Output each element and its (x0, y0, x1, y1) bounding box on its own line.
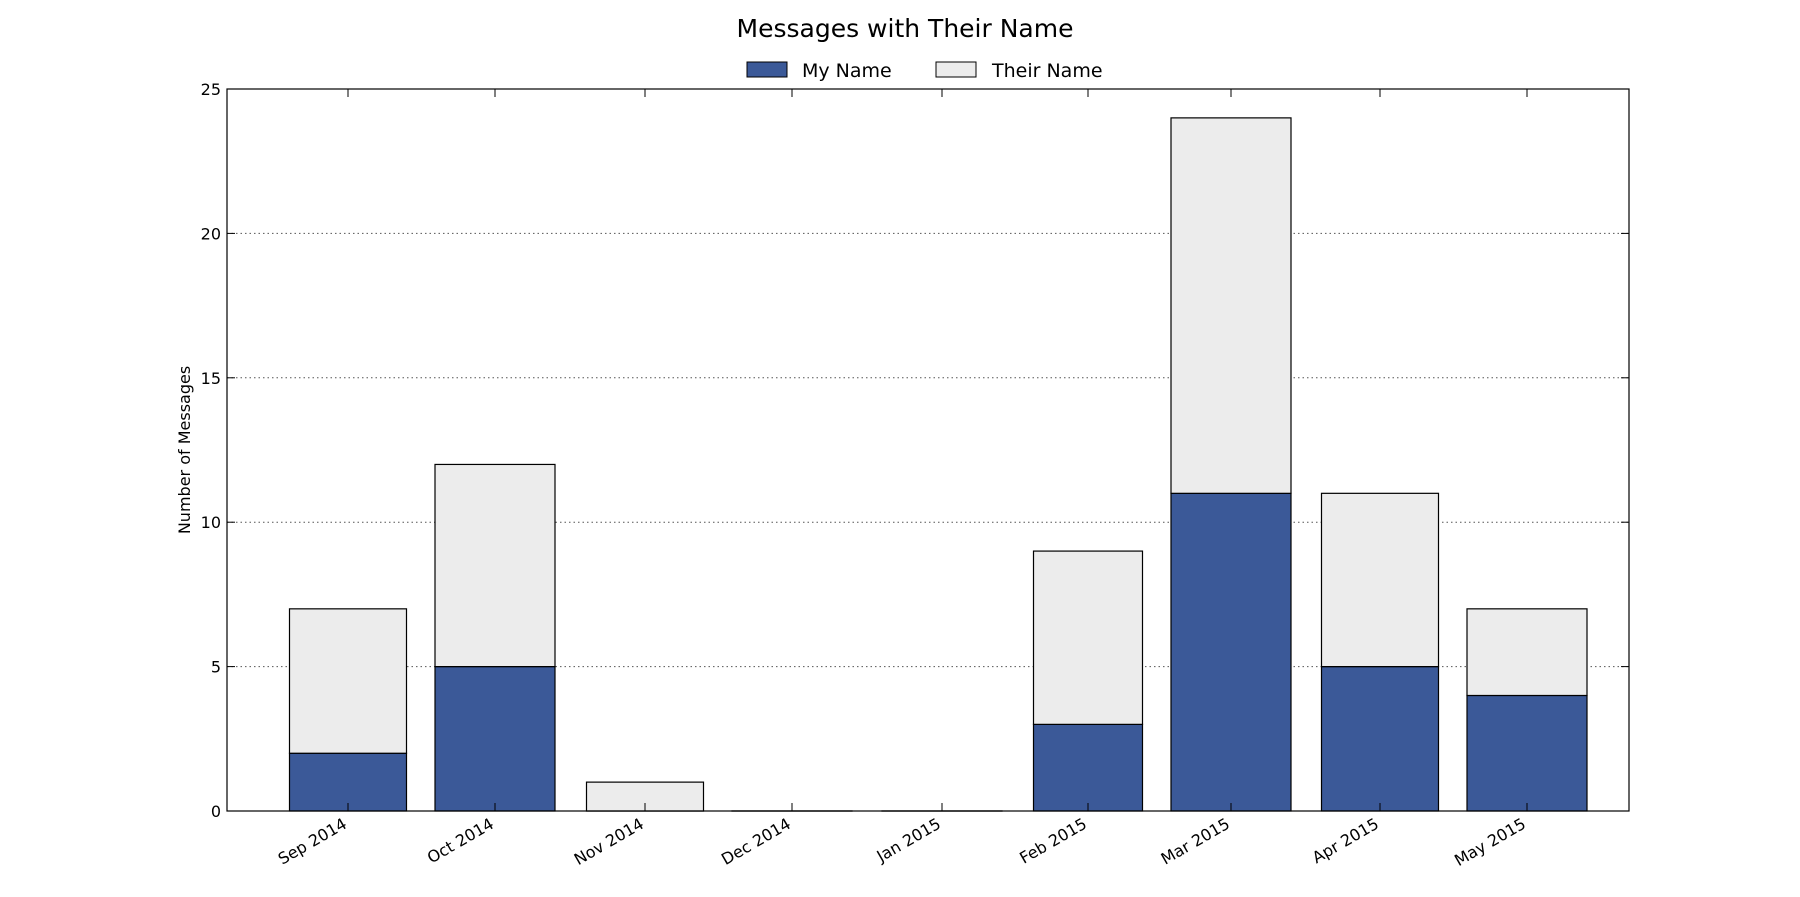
bar-my-name-9 (1466, 694, 1588, 812)
chart-title: Messages with Their Name (737, 14, 1074, 43)
y-tick-label: 25 (201, 80, 221, 99)
x-tick-label: Sep 2014 (275, 814, 350, 868)
x-tick-label: Nov 2014 (571, 814, 647, 869)
bar-my-name-7 (1170, 492, 1292, 812)
x-tick-label: Dec 2014 (718, 814, 794, 869)
bars (288, 117, 1588, 812)
bar-their-name-8 (1320, 492, 1440, 668)
bar-my-name-8 (1320, 665, 1440, 812)
y-tick-label: 10 (201, 513, 221, 532)
y-tick-label: 0 (211, 802, 221, 821)
bar-their-name-7 (1170, 117, 1292, 494)
x-tick-label: Feb 2015 (1016, 814, 1090, 868)
bar-their-name-3 (585, 781, 705, 812)
x-tick-labels: Sep 2014 Oct 2014 Nov 2014 Dec 2014 Jan 2015… (275, 814, 1529, 870)
bar-my-name-2 (434, 665, 556, 812)
bar-their-name-2 (434, 463, 556, 668)
bar-my-name-1 (288, 752, 408, 812)
bar-my-name-6 (1032, 723, 1144, 812)
bar-their-name-9 (1466, 608, 1588, 697)
y-tick-label: 5 (211, 658, 221, 677)
x-tick-label: Mar 2015 (1158, 814, 1233, 868)
legend-label-my-name: My Name (802, 60, 892, 82)
legend-swatch-their-name (935, 61, 977, 78)
legend-swatch-my-name (746, 61, 788, 78)
x-tick-label: Oct 2014 (424, 814, 497, 867)
x-tick-label: Apr 2015 (1309, 814, 1382, 867)
x-tick-label: May 2015 (1451, 814, 1529, 870)
x-tick-label: Jan 2015 (873, 814, 944, 866)
legend: My Name Their Name (746, 60, 1103, 82)
y-tick-label: 15 (201, 369, 221, 388)
y-tick-label: 20 (201, 224, 221, 243)
plot-frame (226, 88, 1630, 812)
bar-their-name-1 (288, 608, 408, 754)
bar-their-name-6 (1032, 550, 1144, 725)
ticks (227, 88, 1629, 812)
legend-label-their-name: Their Name (991, 60, 1103, 82)
y-axis-label: Number of Messages (175, 366, 194, 534)
y-tick-labels: 0 5 10 15 20 25 (201, 80, 221, 821)
